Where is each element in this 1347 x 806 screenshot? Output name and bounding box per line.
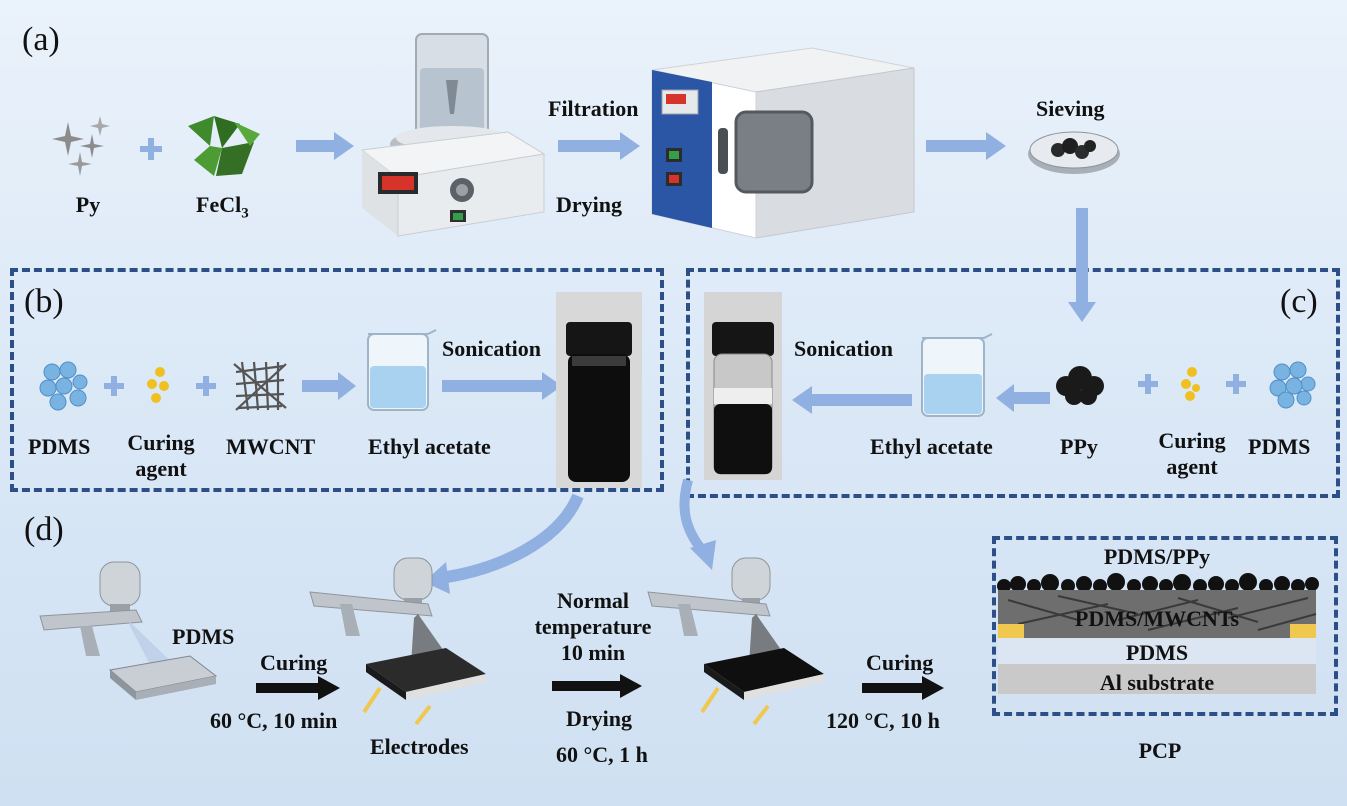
ethyl-acetate-label-b: Ethyl acetate [368, 434, 491, 459]
curing-agent-label-c: Curing agent [1158, 428, 1226, 479]
arrow-d1 [256, 676, 340, 700]
panel-label-c: (c) [1280, 283, 1318, 320]
pcp-layer-stack [997, 573, 1319, 694]
layer-label-substrate: Al substrate [1099, 670, 1215, 695]
pdms-spheres-icon-b [39, 361, 88, 411]
arrow-a1 [296, 132, 354, 160]
beaker-icon-c [921, 333, 993, 417]
electrode-left [998, 624, 1024, 638]
filtration-label: Filtration [548, 96, 639, 121]
cond-label-3: 120 °C, 10 h [826, 708, 940, 733]
mwcnt-fiber-texture [1007, 595, 1317, 631]
plus-icon-c2-vertical [1233, 374, 1239, 394]
beaker-icon-b [367, 329, 437, 411]
curing-agent-label-b: Curing agent [127, 430, 195, 481]
ppy-sphere-layer [997, 573, 1319, 593]
sieving-label: Sieving [1036, 96, 1105, 121]
layer-label-mwcnt: PDMS/MWCNTs [1074, 606, 1240, 631]
drying-oven-icon [651, 47, 915, 239]
arrow-a2 [558, 132, 640, 160]
arrow-down-sieving [1068, 208, 1096, 322]
drying-label-d: Drying [566, 706, 632, 731]
al-substrate-layer [998, 664, 1316, 694]
pdms-layer [998, 638, 1316, 664]
spray-gun-ppy-icon [647, 557, 824, 726]
arrow-b1 [302, 372, 356, 400]
curing-agent-drops-icon-b [147, 367, 169, 403]
pcp-label: PCP [1138, 738, 1182, 763]
arrow-d3 [862, 676, 944, 700]
panel-b-dashed-box [10, 268, 664, 492]
cond-label-1: 60 °C, 10 min [210, 708, 338, 733]
plus-icon-vertical [148, 138, 154, 160]
pdms-label-b: PDMS [28, 434, 91, 459]
sonication-label-b: Sonication [442, 336, 542, 361]
panel-c-dashed-box [686, 268, 1340, 498]
ethyl-acetate-label-c: Ethyl acetate [870, 434, 993, 459]
curing-agent-drops-icon-c [1181, 367, 1200, 401]
pdms-spheres-icon-c [1269, 361, 1316, 409]
cond-label-2: 60 °C, 1 h [556, 742, 648, 767]
normal-temperature-label: Normal temperature 10 min [534, 588, 652, 665]
vial-mwcnt-dispersion [556, 292, 642, 488]
plus-icon-c1-vertical [1145, 374, 1151, 394]
mwcnt-layer [998, 590, 1316, 638]
plus-icon-b1-vertical [111, 376, 117, 396]
curing-label-2: Curing [866, 650, 934, 675]
arrow-c1 [792, 386, 912, 414]
pcp-dashed-box [992, 536, 1338, 716]
ppy-label: PPy [1060, 434, 1098, 459]
panel-label-d: (d) [24, 511, 64, 548]
py-label: Py [75, 192, 101, 217]
ppy-powder-icon [1056, 366, 1104, 405]
electrode-right [1290, 624, 1316, 638]
sonication-label-c: Sonication [794, 336, 894, 361]
plus-icon-b2-vertical [203, 376, 209, 396]
fecl3-crystal-icon [188, 116, 260, 176]
arrow-a3 [926, 132, 1006, 160]
arrow-d2 [552, 674, 642, 698]
mwcnt-mesh-icon [233, 361, 287, 411]
panel-label-b: (b) [24, 283, 64, 320]
drying-label: Drying [556, 192, 622, 217]
vial-ppy-dispersion [704, 292, 782, 480]
pdms-label-c: PDMS [1248, 434, 1311, 459]
magnetic-stirrer-icon [360, 33, 546, 237]
fecl3-label: FeCl3 [196, 192, 249, 222]
arrow-c2 [996, 384, 1050, 412]
panel-label-a: (a) [22, 21, 60, 58]
layer-label-ppy: PDMS/PPy [1103, 544, 1211, 569]
spray-gun-pdms-icon [39, 561, 218, 700]
spray-gun-mwcnt-icon [309, 557, 486, 726]
sieve-dish-icon [1028, 131, 1120, 174]
pdms-label-d: PDMS [172, 624, 235, 649]
mwcnt-label: MWCNT [226, 434, 316, 459]
electrodes-label: Electrodes [370, 734, 469, 759]
arrow-b2 [442, 372, 562, 400]
curing-label-1: Curing [260, 650, 328, 675]
py-sparkle-icon [52, 116, 110, 176]
layer-label-pdms: PDMS [1125, 640, 1189, 665]
